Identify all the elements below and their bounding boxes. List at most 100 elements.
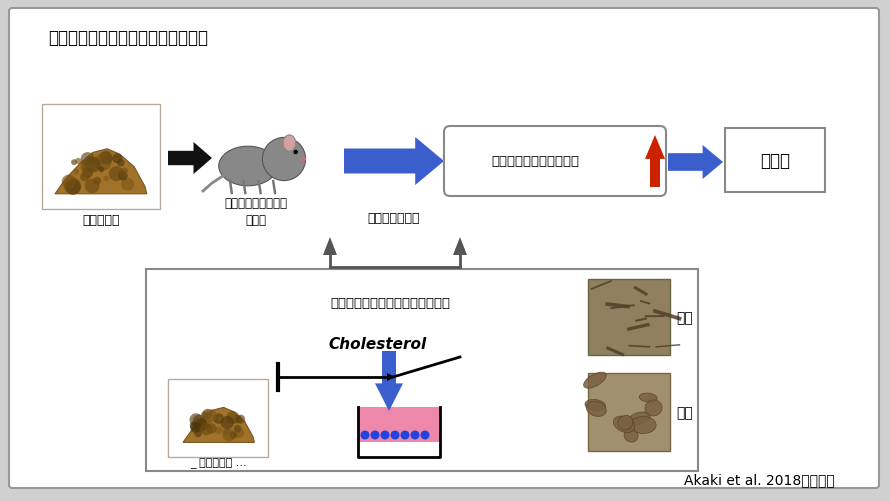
Ellipse shape: [587, 401, 606, 416]
Circle shape: [198, 417, 211, 430]
Circle shape: [83, 170, 90, 177]
Circle shape: [81, 160, 95, 174]
Text: 糞中への脂質の排泄促進: 糞中への脂質の排泄促進: [491, 155, 579, 168]
Circle shape: [263, 138, 305, 181]
Ellipse shape: [618, 415, 633, 430]
Circle shape: [214, 413, 224, 424]
Text: 桔梗: 桔梗: [676, 311, 692, 324]
Circle shape: [420, 431, 430, 439]
Text: Cholesterol: Cholesterol: [329, 337, 427, 352]
Polygon shape: [668, 146, 723, 180]
FancyBboxPatch shape: [588, 280, 670, 355]
Circle shape: [230, 431, 237, 439]
Circle shape: [102, 156, 111, 166]
Circle shape: [66, 180, 81, 195]
Circle shape: [194, 430, 202, 437]
Text: _ 防風通聖散 ...: _ 防風通聖散 ...: [190, 457, 247, 468]
Circle shape: [215, 426, 222, 434]
Circle shape: [94, 154, 112, 171]
Polygon shape: [183, 408, 255, 442]
Circle shape: [64, 178, 81, 195]
FancyBboxPatch shape: [358, 407, 440, 442]
FancyBboxPatch shape: [725, 129, 825, 192]
Ellipse shape: [219, 147, 278, 186]
Circle shape: [85, 157, 101, 173]
Circle shape: [234, 428, 244, 438]
Ellipse shape: [627, 412, 651, 425]
Circle shape: [121, 168, 128, 175]
Text: 生姜: 生姜: [676, 405, 692, 419]
Circle shape: [234, 415, 242, 423]
FancyBboxPatch shape: [146, 270, 698, 471]
Circle shape: [80, 173, 90, 182]
Circle shape: [226, 411, 239, 424]
Text: 脂質の吸収抑制: 脂質の吸収抑制: [368, 211, 420, 224]
Circle shape: [410, 431, 419, 439]
Ellipse shape: [639, 393, 657, 402]
Polygon shape: [323, 237, 337, 256]
Polygon shape: [375, 351, 403, 411]
Circle shape: [381, 431, 390, 439]
Circle shape: [221, 416, 234, 429]
Circle shape: [204, 409, 217, 422]
Circle shape: [223, 428, 230, 435]
FancyBboxPatch shape: [9, 9, 879, 488]
Ellipse shape: [283, 136, 295, 152]
Circle shape: [217, 416, 222, 422]
Circle shape: [360, 431, 369, 439]
Circle shape: [190, 413, 203, 426]
Circle shape: [71, 160, 77, 166]
Circle shape: [234, 425, 241, 432]
Polygon shape: [168, 143, 212, 175]
Polygon shape: [344, 138, 444, 186]
Circle shape: [391, 431, 400, 439]
Circle shape: [93, 177, 101, 185]
Ellipse shape: [624, 429, 638, 442]
Polygon shape: [453, 237, 467, 256]
Text: 抗肥満: 抗肥満: [760, 152, 790, 170]
Ellipse shape: [630, 417, 656, 434]
Circle shape: [85, 179, 100, 194]
Circle shape: [201, 411, 208, 418]
Text: 高脂肪食を摂取した
ネズミ: 高脂肪食を摂取した ネズミ: [224, 196, 287, 226]
Ellipse shape: [645, 400, 662, 416]
Circle shape: [302, 157, 306, 162]
Circle shape: [112, 154, 122, 164]
Circle shape: [202, 409, 213, 419]
Circle shape: [82, 168, 93, 178]
Circle shape: [236, 415, 246, 424]
FancyBboxPatch shape: [588, 373, 670, 451]
FancyBboxPatch shape: [444, 127, 666, 196]
Circle shape: [121, 178, 134, 191]
Circle shape: [200, 423, 212, 435]
Circle shape: [61, 175, 76, 189]
Polygon shape: [645, 136, 665, 188]
Circle shape: [294, 150, 298, 155]
Circle shape: [194, 418, 207, 432]
Polygon shape: [387, 373, 395, 381]
Circle shape: [103, 176, 109, 182]
Circle shape: [191, 425, 198, 432]
Circle shape: [400, 431, 409, 439]
Circle shape: [222, 429, 236, 441]
Circle shape: [99, 167, 104, 173]
Circle shape: [81, 153, 94, 167]
Text: 防風通聖散の肥満改善のメカニズム: 防風通聖散の肥満改善のメカニズム: [48, 29, 208, 47]
Circle shape: [76, 158, 81, 165]
Circle shape: [73, 169, 79, 175]
Text: Akaki et al. 2018より引用: Akaki et al. 2018より引用: [684, 472, 835, 486]
Ellipse shape: [585, 400, 605, 411]
Circle shape: [100, 152, 112, 165]
Ellipse shape: [584, 372, 606, 388]
Circle shape: [370, 431, 379, 439]
Circle shape: [117, 159, 125, 167]
Text: 腸管でのコレステロール吸収抑制: 腸管でのコレステロール吸収抑制: [330, 297, 450, 310]
Polygon shape: [55, 149, 147, 194]
Circle shape: [190, 421, 198, 430]
Ellipse shape: [613, 416, 635, 433]
Circle shape: [190, 422, 201, 433]
Circle shape: [118, 171, 127, 181]
Circle shape: [206, 423, 217, 434]
Circle shape: [109, 167, 124, 182]
Text: 防風通聖散: 防風通聖散: [82, 213, 120, 226]
